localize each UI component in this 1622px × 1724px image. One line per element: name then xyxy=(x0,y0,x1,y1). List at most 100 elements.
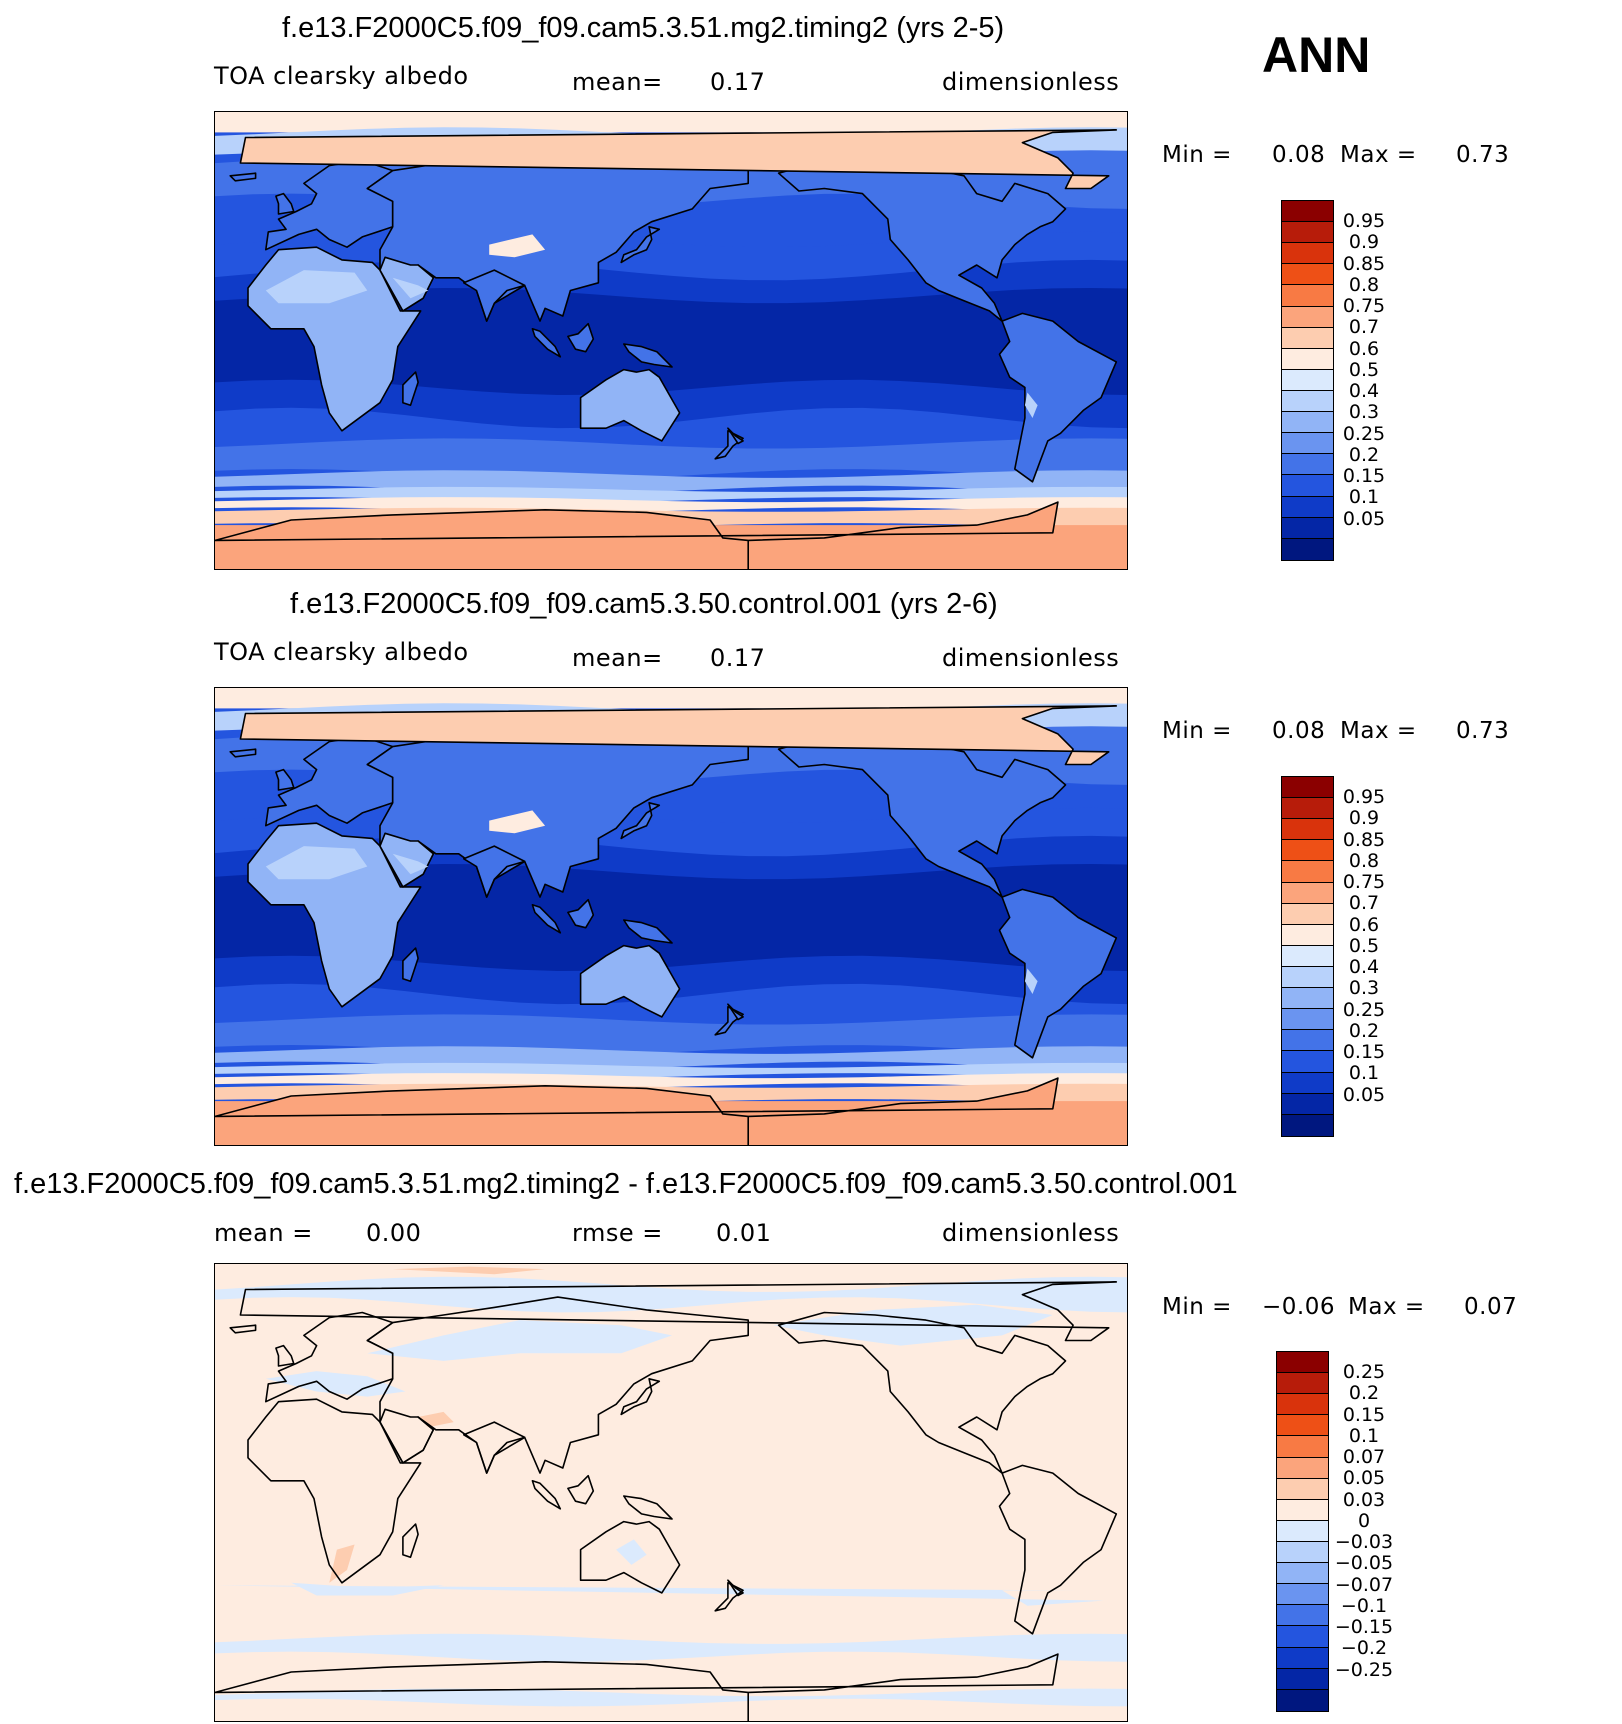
albedo-map-svg xyxy=(215,112,1127,569)
panel-1-mean-label: mean= xyxy=(572,68,663,96)
panel-3-rmse-value: 0.01 xyxy=(716,1219,772,1247)
coastline-samerica xyxy=(998,888,1118,1059)
colorbar-swatch xyxy=(1282,243,1333,265)
coastline-antarctica xyxy=(215,501,1059,569)
coastline-iceland xyxy=(229,748,257,758)
coastline-sumatra xyxy=(531,328,562,358)
colorbar-tick-label: 0.2 xyxy=(1348,1019,1380,1042)
colorbar-tick-label: 0.25 xyxy=(1342,422,1386,445)
colorbar-tick-label: 0.6 xyxy=(1348,337,1380,360)
panel-2-mean-value: 0.17 xyxy=(710,644,766,672)
colorbar-swatch xyxy=(1277,1605,1328,1627)
coastline-japan xyxy=(620,802,661,840)
colorbar-swatch xyxy=(1282,1114,1333,1136)
colorbar-tick-label: 0.03 xyxy=(1342,1488,1386,1511)
season-label: ANN xyxy=(1262,27,1371,83)
colorbar-tick-label: 0.95 xyxy=(1342,210,1386,233)
colorbar-swatch xyxy=(1277,1499,1328,1521)
colorbar-swatch xyxy=(1277,1668,1328,1690)
coastline-antarctica xyxy=(215,1077,1059,1145)
coastline-samerica xyxy=(998,1464,1118,1635)
colorbar-swatch xyxy=(1282,1051,1333,1073)
panel-1-units: dimensionless xyxy=(942,68,1120,96)
coastline-australia xyxy=(579,1520,681,1594)
colorbar-swatch xyxy=(1282,538,1333,560)
coastline-africa xyxy=(247,1398,422,1584)
coastline-india xyxy=(463,845,526,898)
colorbar-swatch xyxy=(1282,924,1333,946)
panel-1-min-label: Min = xyxy=(1162,142,1232,168)
colorbar-tick-label: 0.85 xyxy=(1342,828,1386,851)
coastline-greenland xyxy=(239,129,1118,190)
colorbar-tick-label: 0.85 xyxy=(1342,252,1386,275)
coastline-australia xyxy=(579,944,681,1018)
panel-2-colorbar xyxy=(1281,776,1334,1137)
colorbar-tick-label: 0.9 xyxy=(1348,231,1380,254)
colorbar-swatch xyxy=(1282,945,1333,967)
coastline-greenland xyxy=(239,1281,1118,1342)
panel-2-title: f.e13.F2000C5.f09_f09.cam5.3.50.control.… xyxy=(290,588,998,620)
albedo-map-svg xyxy=(215,688,1127,1145)
colorbar-swatch xyxy=(1282,861,1333,883)
coastline-madagascar xyxy=(402,947,419,983)
colorbar-swatch xyxy=(1282,454,1333,476)
coastline-sumatra xyxy=(531,1480,562,1510)
colorbar-tick-label: 0.15 xyxy=(1342,1041,1386,1064)
colorbar-tick-label: 0.15 xyxy=(1342,1403,1386,1426)
panel-1-variable: TOA clearsky albedo xyxy=(214,62,469,90)
colorbar-swatch xyxy=(1282,840,1333,862)
panel-2-min-label: Min = xyxy=(1162,718,1232,744)
colorbar-swatch xyxy=(1282,348,1333,370)
panel-3-max-value: 0.07 xyxy=(1464,1294,1518,1320)
colorbar-tick-label: 0.05 xyxy=(1342,1083,1386,1106)
coastline-japan xyxy=(620,1378,661,1416)
panel-3-mean-label: mean = xyxy=(214,1219,313,1247)
coastline-newguinea xyxy=(623,343,673,368)
panel-1-mean-value: 0.17 xyxy=(710,68,766,96)
colorbar-swatch xyxy=(1277,1584,1328,1606)
colorbar-tick-label: 0.6 xyxy=(1348,913,1380,936)
colorbar-swatch xyxy=(1277,1352,1328,1374)
coastline-newguinea xyxy=(623,919,673,944)
colorbar-tick-label: 0.4 xyxy=(1348,380,1380,403)
colorbar-tick-label: 0.25 xyxy=(1342,998,1386,1021)
coastline-madagascar xyxy=(402,1523,419,1559)
panel-3-min-label: Min = xyxy=(1162,1294,1232,1320)
coastline-borneo xyxy=(567,1474,595,1505)
colorbar-swatch xyxy=(1277,1647,1328,1669)
colorbar-swatch xyxy=(1277,1415,1328,1437)
colorbar-swatch xyxy=(1277,1394,1328,1416)
colorbar-tick-label: 0.7 xyxy=(1348,316,1380,339)
coastline-australia xyxy=(579,368,681,442)
colorbar-tick-label: 0.4 xyxy=(1348,956,1380,979)
coastline-nz2 xyxy=(727,1579,744,1597)
panel-1-title: f.e13.F2000C5.f09_f09.cam5.3.51.mg2.timi… xyxy=(282,12,1005,44)
coastline-namerica xyxy=(777,159,1067,322)
panel-2-variable: TOA clearsky albedo xyxy=(214,638,469,666)
panel-3-units: dimensionless xyxy=(942,1219,1120,1247)
colorbar-swatch xyxy=(1277,1541,1328,1564)
colorbar-swatch xyxy=(1282,201,1333,223)
colorbar-swatch xyxy=(1282,777,1333,799)
colorbar-tick-label: 0 xyxy=(1357,1509,1371,1532)
panel-3-max-label: Max = xyxy=(1348,1294,1425,1320)
coastline-samerica xyxy=(998,312,1118,483)
coastline-india xyxy=(463,1421,526,1474)
coastline-namerica xyxy=(777,735,1067,898)
coastline-sumatra xyxy=(531,904,562,934)
colorbar-tick-label: −0.2 xyxy=(1340,1637,1388,1660)
panel-3-colorbar xyxy=(1276,1351,1329,1712)
colorbar-swatch xyxy=(1282,517,1333,539)
panel-1-map xyxy=(214,111,1128,570)
panel-2-map xyxy=(214,687,1128,1146)
colorbar-tick-label: 0.05 xyxy=(1342,507,1386,530)
colorbar-tick-label: −0.07 xyxy=(1334,1573,1394,1596)
colorbar-swatch xyxy=(1282,1072,1333,1094)
colorbar-tick-label: 0.75 xyxy=(1342,295,1386,318)
colorbar-swatch xyxy=(1277,1626,1328,1648)
colorbar-tick-label: 0.1 xyxy=(1348,1062,1380,1085)
colorbar-swatch xyxy=(1277,1520,1328,1542)
colorbar-tick-label: 0.3 xyxy=(1348,401,1380,424)
colorbar-tick-label: 0.5 xyxy=(1348,358,1380,381)
colorbar-swatch xyxy=(1282,222,1333,244)
